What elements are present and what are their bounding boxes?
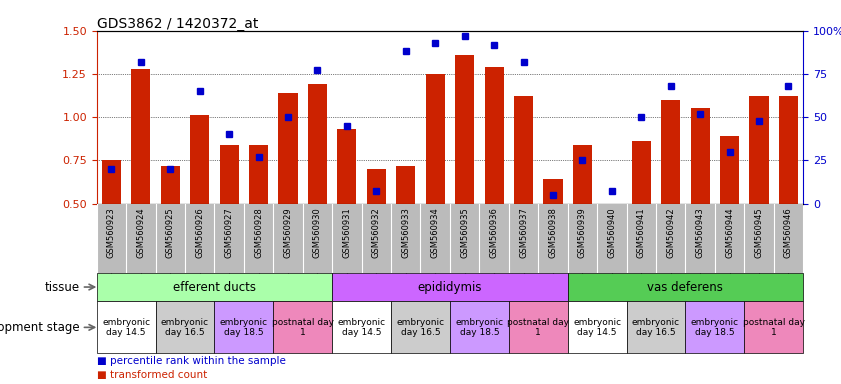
Bar [161,166,180,204]
FancyBboxPatch shape [332,273,568,301]
Bar [455,55,474,204]
Text: embryonic
day 14.5: embryonic day 14.5 [573,318,621,337]
FancyBboxPatch shape [332,301,391,353]
FancyBboxPatch shape [450,301,509,353]
FancyBboxPatch shape [568,301,627,353]
Bar [249,145,268,204]
Text: efferent ducts: efferent ducts [173,281,256,293]
Text: GSM560930: GSM560930 [313,207,322,258]
Text: GSM560938: GSM560938 [548,207,558,258]
Bar [396,166,415,204]
Text: GSM560929: GSM560929 [283,207,293,258]
Text: embryonic
day 16.5: embryonic day 16.5 [396,318,445,337]
Text: GSM560937: GSM560937 [519,207,528,258]
FancyBboxPatch shape [97,301,156,353]
Bar [514,96,533,204]
Bar [779,96,798,204]
Bar [573,145,592,204]
Text: development stage: development stage [0,321,80,334]
Text: GSM560943: GSM560943 [696,207,705,258]
Text: epididymis: epididymis [418,281,482,293]
Bar [543,179,563,204]
Text: GDS3862 / 1420372_at: GDS3862 / 1420372_at [97,17,258,31]
FancyBboxPatch shape [273,301,332,353]
FancyBboxPatch shape [744,301,803,353]
Bar [632,141,651,204]
Text: GSM560933: GSM560933 [401,207,410,258]
Text: GSM560926: GSM560926 [195,207,204,258]
Text: GSM560931: GSM560931 [342,207,352,258]
Bar [749,96,769,204]
Bar [661,100,680,204]
Text: tissue: tissue [45,281,80,293]
Text: GSM560939: GSM560939 [578,207,587,258]
Bar [308,84,327,204]
Text: GSM560942: GSM560942 [666,207,675,258]
Text: ■ transformed count: ■ transformed count [97,370,207,380]
FancyBboxPatch shape [627,301,685,353]
Bar [190,115,209,204]
FancyBboxPatch shape [156,301,214,353]
Bar [278,93,298,204]
Text: GSM560927: GSM560927 [225,207,234,258]
Text: embryonic
day 16.5: embryonic day 16.5 [632,318,680,337]
Bar [484,67,504,204]
Text: GSM560923: GSM560923 [107,207,116,258]
Text: GSM560932: GSM560932 [372,207,381,258]
Text: ■ percentile rank within the sample: ■ percentile rank within the sample [97,356,286,366]
Text: GSM560944: GSM560944 [725,207,734,258]
Text: GSM560941: GSM560941 [637,207,646,258]
Bar [220,145,239,204]
Text: embryonic
day 16.5: embryonic day 16.5 [161,318,209,337]
Bar [690,108,710,204]
FancyBboxPatch shape [568,273,803,301]
Text: GSM560946: GSM560946 [784,207,793,258]
Text: vas deferens: vas deferens [648,281,723,293]
Text: embryonic
day 14.5: embryonic day 14.5 [102,318,151,337]
FancyBboxPatch shape [97,273,332,301]
Text: postnatal day
1: postnatal day 1 [272,318,334,337]
Bar [426,74,445,204]
Text: GSM560935: GSM560935 [460,207,469,258]
Bar [102,161,121,204]
Text: GSM560928: GSM560928 [254,207,263,258]
Text: embryonic
day 18.5: embryonic day 18.5 [220,318,268,337]
Text: GSM560925: GSM560925 [166,207,175,258]
Text: postnatal day
1: postnatal day 1 [743,318,805,337]
Text: GSM560934: GSM560934 [431,207,440,258]
Text: GSM560945: GSM560945 [754,207,764,258]
Bar [367,169,386,204]
Text: embryonic
day 18.5: embryonic day 18.5 [455,318,504,337]
FancyBboxPatch shape [509,301,568,353]
Bar [337,129,357,204]
Text: embryonic
day 14.5: embryonic day 14.5 [337,318,386,337]
Bar [720,136,739,204]
Bar [131,69,151,204]
FancyBboxPatch shape [214,301,273,353]
Text: postnatal day
1: postnatal day 1 [507,318,569,337]
Text: GSM560924: GSM560924 [136,207,145,258]
Text: embryonic
day 18.5: embryonic day 18.5 [690,318,739,337]
FancyBboxPatch shape [391,301,450,353]
FancyBboxPatch shape [685,301,744,353]
Text: GSM560940: GSM560940 [607,207,616,258]
Text: GSM560936: GSM560936 [489,207,499,258]
